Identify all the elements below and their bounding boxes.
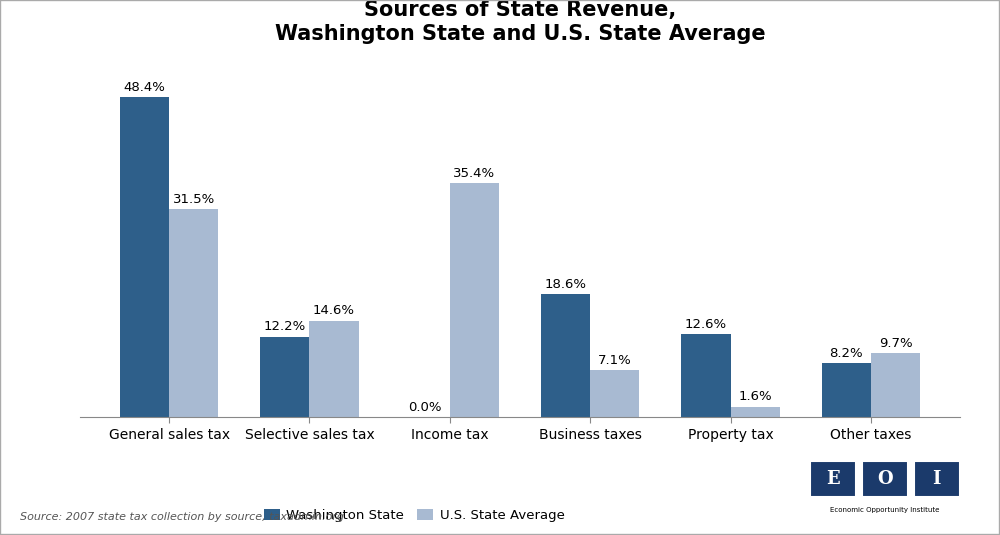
- Text: 12.2%: 12.2%: [264, 320, 306, 333]
- Text: 0.0%: 0.0%: [409, 401, 442, 414]
- Bar: [914, 461, 960, 497]
- Text: 48.4%: 48.4%: [124, 81, 165, 94]
- Text: 18.6%: 18.6%: [545, 278, 587, 291]
- Bar: [309, 320, 359, 417]
- Bar: [541, 294, 590, 417]
- Text: 9.7%: 9.7%: [879, 337, 912, 350]
- Text: 35.4%: 35.4%: [453, 167, 495, 180]
- Text: I: I: [933, 470, 941, 488]
- Bar: [590, 370, 639, 417]
- Legend: Washington State, U.S. State Average: Washington State, U.S. State Average: [259, 504, 570, 528]
- Text: O: O: [877, 470, 893, 488]
- Bar: [731, 407, 780, 417]
- Text: E: E: [826, 470, 840, 488]
- Bar: [120, 97, 169, 417]
- Text: Source: 2007 state tax collection by source, taxadmin.org: Source: 2007 state tax collection by sou…: [20, 511, 344, 522]
- Bar: [862, 461, 908, 497]
- Bar: [169, 209, 218, 417]
- Bar: [450, 183, 499, 417]
- Bar: [681, 334, 731, 417]
- Title: Sources of State Revenue,
Washington State and U.S. State Average: Sources of State Revenue, Washington Sta…: [275, 1, 765, 44]
- Text: 12.6%: 12.6%: [685, 318, 727, 331]
- Bar: [822, 363, 871, 417]
- Bar: [810, 461, 856, 497]
- Text: 8.2%: 8.2%: [830, 347, 863, 360]
- Text: 14.6%: 14.6%: [313, 304, 355, 317]
- Text: 1.6%: 1.6%: [738, 391, 772, 403]
- Bar: [871, 353, 920, 417]
- Text: Economic Opportunity Institute: Economic Opportunity Institute: [830, 507, 940, 513]
- Text: 7.1%: 7.1%: [598, 354, 632, 367]
- Text: 31.5%: 31.5%: [173, 193, 215, 205]
- Bar: [260, 337, 309, 417]
